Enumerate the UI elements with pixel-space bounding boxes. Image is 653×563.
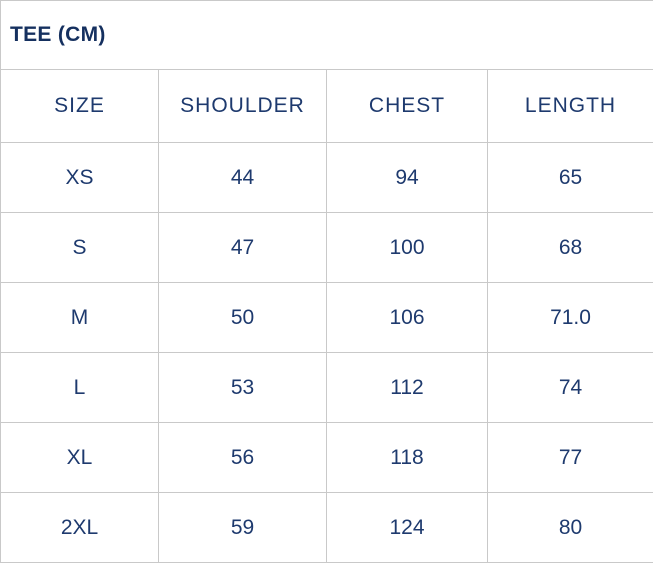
cell-length: 71.0 bbox=[488, 283, 653, 353]
column-header-chest: CHEST bbox=[327, 70, 488, 143]
title-row: TEE (CM) bbox=[1, 1, 653, 70]
table-row: M 50 106 71.0 bbox=[1, 283, 653, 353]
cell-size: S bbox=[1, 213, 159, 283]
cell-size: L bbox=[1, 353, 159, 423]
cell-length: 77 bbox=[488, 423, 653, 493]
cell-size: M bbox=[1, 283, 159, 353]
title-cell: TEE (CM) bbox=[1, 1, 653, 70]
cell-length: 74 bbox=[488, 353, 653, 423]
cell-chest: 106 bbox=[327, 283, 488, 353]
cell-chest: 124 bbox=[327, 493, 488, 563]
cell-shoulder: 50 bbox=[159, 283, 327, 353]
cell-size: 2XL bbox=[1, 493, 159, 563]
cell-shoulder: 59 bbox=[159, 493, 327, 563]
cell-shoulder: 47 bbox=[159, 213, 327, 283]
column-header-length: LENGTH bbox=[488, 70, 653, 143]
cell-chest: 112 bbox=[327, 353, 488, 423]
cell-size: XS bbox=[1, 143, 159, 213]
column-header-shoulder: SHOULDER bbox=[159, 70, 327, 143]
cell-length: 80 bbox=[488, 493, 653, 563]
cell-size: XL bbox=[1, 423, 159, 493]
cell-shoulder: 53 bbox=[159, 353, 327, 423]
cell-chest: 100 bbox=[327, 213, 488, 283]
table-row: 2XL 59 124 80 bbox=[1, 493, 653, 563]
table-row: XS 44 94 65 bbox=[1, 143, 653, 213]
table-title: TEE (CM) bbox=[10, 23, 106, 46]
table-row: L 53 112 74 bbox=[1, 353, 653, 423]
header-row: SIZE SHOULDER CHEST LENGTH bbox=[1, 70, 653, 143]
cell-chest: 94 bbox=[327, 143, 488, 213]
cell-length: 65 bbox=[488, 143, 653, 213]
table-row: XL 56 118 77 bbox=[1, 423, 653, 493]
cell-shoulder: 44 bbox=[159, 143, 327, 213]
table-row: S 47 100 68 bbox=[1, 213, 653, 283]
cell-shoulder: 56 bbox=[159, 423, 327, 493]
column-header-size: SIZE bbox=[1, 70, 159, 143]
cell-length: 68 bbox=[488, 213, 653, 283]
cell-chest: 118 bbox=[327, 423, 488, 493]
